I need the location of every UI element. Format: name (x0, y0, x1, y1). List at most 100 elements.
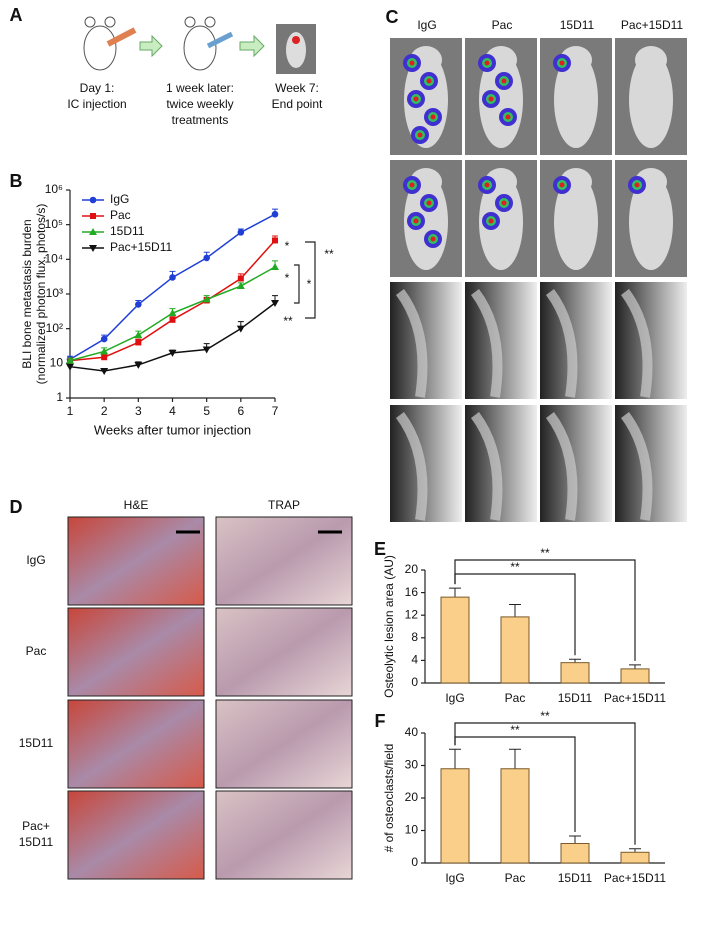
bracket (305, 241, 316, 319)
histology-image (215, 790, 353, 880)
marker (101, 354, 108, 361)
signal (501, 200, 507, 206)
signal (409, 182, 415, 188)
y-tick-label: 10 (50, 356, 64, 370)
row-label: 15D11 (19, 835, 54, 849)
marker (66, 363, 74, 371)
row-label: IgG (26, 553, 45, 567)
legend-marker (89, 196, 97, 204)
marker (134, 331, 143, 339)
marker (237, 229, 245, 236)
mouse-body (629, 174, 673, 270)
mouse-body (629, 52, 673, 148)
x-tick-label: Pac (505, 871, 526, 885)
error-bar (569, 835, 581, 844)
column-header: IgG (417, 18, 436, 32)
text: Week 7: (275, 81, 319, 95)
significance: ** (283, 314, 293, 328)
x-tick-label: 6 (237, 404, 244, 418)
signal (430, 114, 436, 120)
x-tick-label: 3 (135, 404, 142, 418)
x-tick-label: IgG (445, 691, 464, 705)
marker (135, 301, 142, 308)
signal (484, 60, 490, 66)
y-axis-label: # of osteoclasts/field (382, 744, 396, 853)
signal (501, 78, 507, 84)
bone (545, 289, 578, 398)
x-axis-label: Weeks after tumor injection (94, 422, 251, 437)
signal (488, 96, 494, 102)
marker (202, 295, 211, 303)
significance: ** (540, 546, 550, 560)
column-header: 15D11 (560, 18, 595, 32)
signal (413, 218, 419, 224)
marker (271, 300, 279, 308)
x-tick-label: Pac (505, 691, 526, 705)
y-tick-label: 20 (405, 562, 419, 576)
significance: * (285, 239, 290, 253)
mouse-body (83, 25, 117, 71)
y-tick-label: 10⁶ (45, 182, 63, 196)
y-tick-label: 8 (411, 630, 418, 644)
signal (559, 60, 565, 66)
row-label: 15D11 (19, 736, 54, 750)
marker (100, 335, 108, 343)
mouse-body (286, 32, 306, 68)
marker (168, 309, 177, 317)
marker (66, 356, 74, 364)
histology-image (67, 607, 205, 697)
y-tick-label: 20 (405, 790, 419, 804)
signal (417, 132, 423, 138)
significance: ** (324, 247, 334, 261)
legend-marker (89, 228, 97, 235)
mouse-ear (184, 16, 196, 28)
bar (440, 596, 470, 684)
y-tick-label: 30 (405, 758, 419, 772)
mouse-ear (84, 16, 96, 28)
y-tick-label: 4 (411, 653, 418, 667)
y-tick-label: 10⁵ (45, 217, 63, 231)
significance: * (285, 271, 290, 285)
histology-image (215, 516, 353, 606)
marker (135, 339, 142, 346)
mouse-body (554, 174, 598, 270)
panel-label: D (10, 497, 23, 517)
column-header: H&E (124, 498, 149, 512)
significance: * (307, 277, 312, 291)
signal (409, 60, 415, 66)
marker (169, 274, 176, 281)
bar (440, 768, 470, 864)
x-tick-label: 5 (203, 404, 210, 418)
error-bar (509, 603, 521, 617)
y-tick-label: 40 (405, 725, 419, 739)
line (69, 213, 276, 361)
error-bar (509, 748, 521, 769)
legend-label: Pac (110, 208, 131, 222)
x-tick-label: IgG (445, 871, 464, 885)
column-header: TRAP (268, 498, 300, 512)
y-tick-label: 0 (411, 855, 418, 869)
y-tick-label: 10 (405, 823, 419, 837)
x-tick-label: Pac+15D11 (604, 691, 666, 705)
text: IC injection (67, 97, 126, 111)
y-tick-label: 10⁴ (44, 252, 63, 266)
column-header: Pac+15D11 (621, 18, 683, 32)
x-tick-label: 15D11 (558, 871, 593, 885)
x-tick-label: 1 (67, 404, 74, 418)
arrow (239, 34, 265, 58)
error-bar (569, 658, 581, 663)
signal (430, 236, 436, 242)
signal (488, 218, 494, 224)
mouse-ear (204, 16, 216, 28)
row-label: Pac (26, 644, 47, 658)
y-axis-label: Osteolytic lesion area (AU) (382, 555, 396, 698)
bar (500, 616, 530, 684)
y-tick-label: 16 (405, 585, 419, 599)
mouse-body (479, 174, 523, 270)
bone (470, 289, 503, 398)
bar (560, 843, 590, 864)
arrow (139, 34, 163, 58)
y-axis-label: BLI bone metastasis burden (20, 219, 34, 368)
panel-label: C (386, 7, 399, 27)
